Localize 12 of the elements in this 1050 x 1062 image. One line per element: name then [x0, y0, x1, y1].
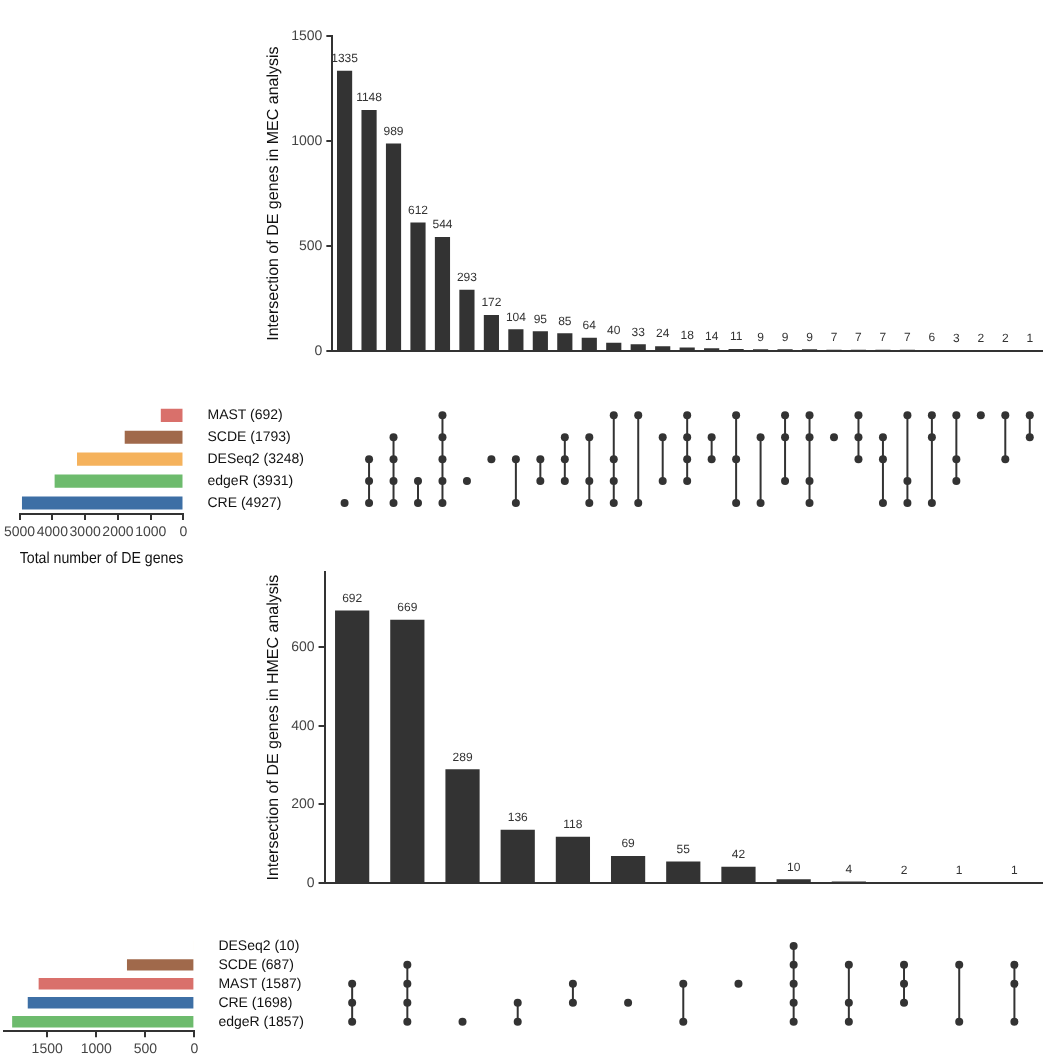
- y-axis-title: Intersection of DE genes in HMEC analysis: [264, 574, 283, 881]
- bar: [77, 452, 183, 466]
- bar: [54, 474, 183, 488]
- bar: [27, 997, 194, 1009]
- bar: [21, 496, 183, 510]
- bar: [160, 408, 183, 422]
- bar: [124, 430, 183, 444]
- y-axis-title: Intersection of DE genes in MEC analysis: [264, 46, 283, 341]
- bar: [38, 978, 194, 990]
- bar: [126, 959, 194, 971]
- x-axis-title: Total number of DE genes: [19, 547, 184, 568]
- bar: [12, 1016, 194, 1028]
